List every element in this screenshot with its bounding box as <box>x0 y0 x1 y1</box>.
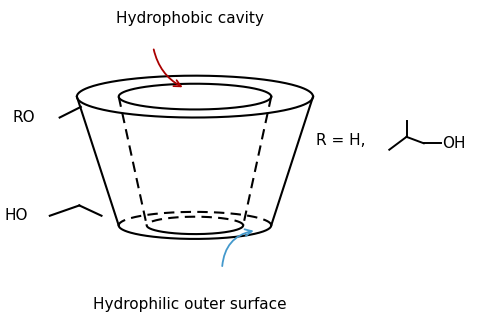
Text: Hydrophilic outer surface: Hydrophilic outer surface <box>93 297 287 312</box>
Text: OH: OH <box>442 136 466 151</box>
Text: Hydrophobic cavity: Hydrophobic cavity <box>116 11 264 26</box>
Text: RO: RO <box>12 110 35 125</box>
Text: HO: HO <box>4 208 28 223</box>
Text: R = H,: R = H, <box>316 133 365 147</box>
